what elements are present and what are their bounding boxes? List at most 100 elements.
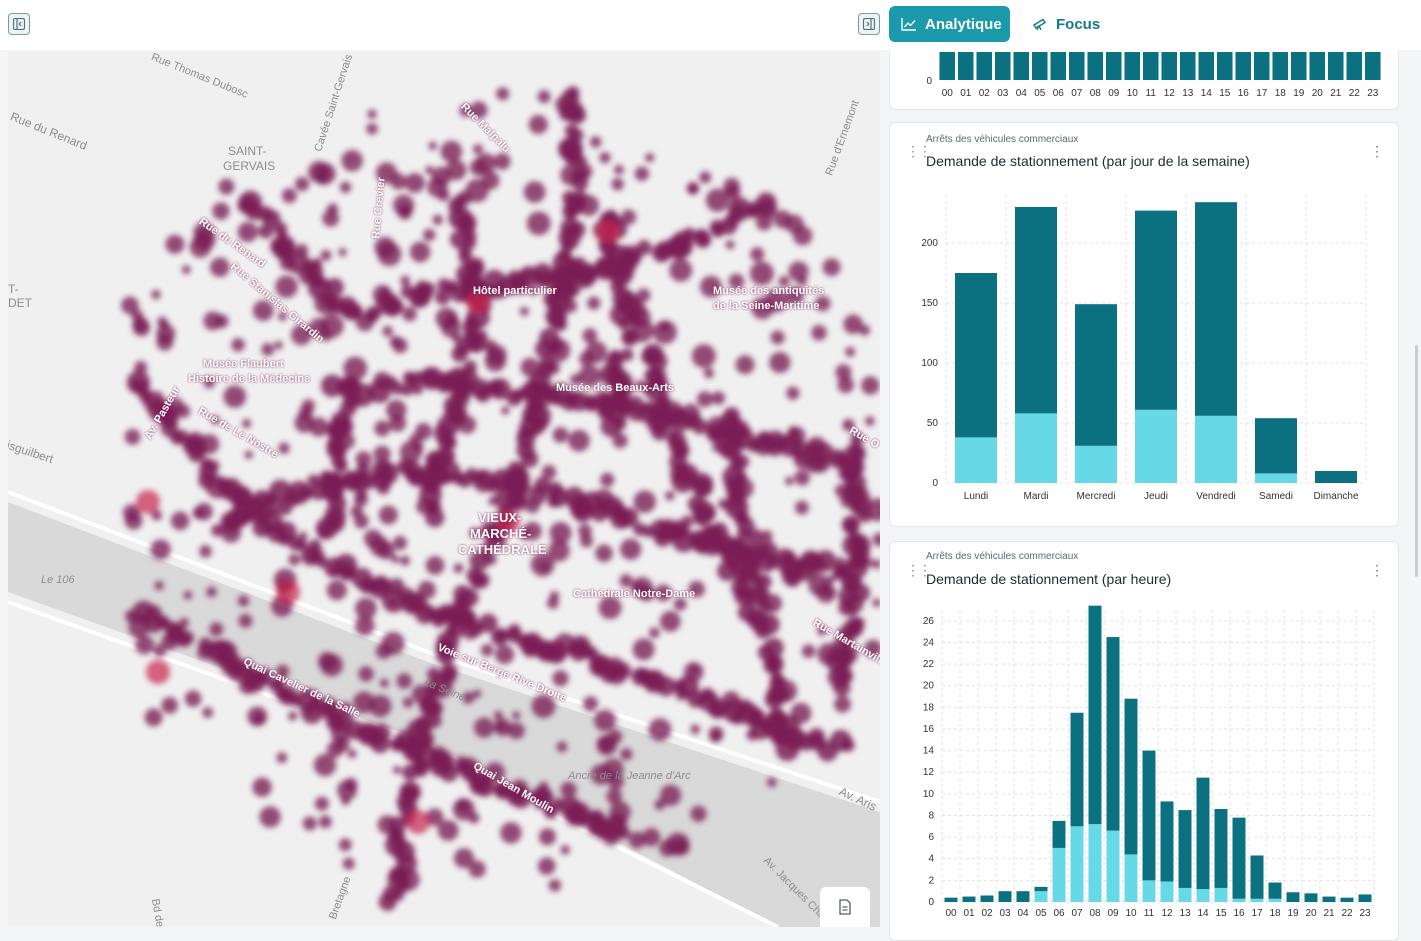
bar-segment-dark[interactable] <box>1304 893 1318 902</box>
bar-segment-dark[interactable] <box>1286 892 1300 902</box>
bar-segment-dark[interactable] <box>1195 202 1237 416</box>
bar-segment-dark[interactable] <box>1250 855 1264 899</box>
bar-segment-dark[interactable] <box>1068 52 1085 80</box>
tab-focus[interactable]: Focus <box>1020 6 1110 42</box>
bar-segment-light[interactable] <box>1034 891 1048 902</box>
bar-segment-light[interactable] <box>1160 881 1174 902</box>
bar-segment-light[interactable] <box>1214 887 1228 902</box>
bar-segment-dark[interactable] <box>1088 605 1102 825</box>
bar-segment-light[interactable] <box>1250 898 1264 902</box>
bar-segment-light[interactable] <box>1052 847 1066 902</box>
heat-spot <box>507 623 522 638</box>
bar-segment-dark[interactable] <box>1034 886 1048 892</box>
heat-spot <box>417 580 436 600</box>
bar-segment-dark[interactable] <box>1358 894 1372 902</box>
bar-segment-dark[interactable] <box>1322 896 1336 902</box>
bar-segment-dark[interactable] <box>955 273 997 438</box>
heat-spot <box>690 724 701 735</box>
bar-segment-dark[interactable] <box>1364 52 1381 80</box>
bar-segment-light[interactable] <box>1124 854 1138 902</box>
bar-segment-light[interactable] <box>1070 826 1084 902</box>
bar-segment-dark[interactable] <box>1016 891 1030 902</box>
bar-segment-dark[interactable] <box>1214 808 1228 888</box>
bar-segment-light[interactable] <box>1232 898 1246 902</box>
heat-spot <box>562 203 579 220</box>
bar-segment-light[interactable] <box>1142 880 1156 902</box>
bar-segment-dark[interactable] <box>1052 820 1066 848</box>
heatmap-map[interactable]: Rue Thomas Dubosc Rue du Renard SAINT- G… <box>8 52 880 927</box>
bar-segment-dark[interactable] <box>1255 418 1297 474</box>
bar-segment-light[interactable] <box>1135 409 1177 483</box>
bar-segment-dark[interactable] <box>1087 52 1104 80</box>
bar-segment-dark[interactable] <box>1232 817 1246 899</box>
bar-segment-dark[interactable] <box>1340 897 1354 902</box>
bar-segment-light[interactable] <box>1178 887 1192 902</box>
heat-spot <box>711 441 724 453</box>
collapse-left-panel-button[interactable] <box>8 13 30 35</box>
more-options-icon[interactable]: ⋮ <box>1370 562 1384 578</box>
bar-segment-light[interactable] <box>1106 830 1120 902</box>
bar-segment-dark[interactable] <box>1272 52 1289 80</box>
heat-spot <box>128 616 150 638</box>
bar-segment-dark[interactable] <box>1105 52 1122 80</box>
drag-handle-icon[interactable]: ⋮⋮ <box>906 143 932 159</box>
bar-segment-dark[interactable] <box>976 52 993 80</box>
bar-segment-dark[interactable] <box>1161 52 1178 80</box>
bar-segment-dark[interactable] <box>939 52 956 80</box>
heat-spot <box>781 566 802 586</box>
bar-segment-light[interactable] <box>1196 889 1210 902</box>
bar-segment-dark[interactable] <box>1124 698 1138 855</box>
scrollbar[interactable] <box>1415 345 1418 577</box>
collapse-right-panel-button[interactable] <box>858 13 880 35</box>
drag-handle-icon[interactable]: ⋮⋮ <box>906 562 932 578</box>
map-report-button[interactable] <box>820 887 870 927</box>
bar-segment-dark[interactable] <box>1253 52 1270 80</box>
bar-segment-dark[interactable] <box>1013 52 1030 80</box>
map-label: Ancre de la Jeanne d'Arc <box>568 770 691 782</box>
bar-segment-dark[interactable] <box>1196 777 1210 890</box>
bar-segment-light[interactable] <box>1075 445 1117 483</box>
bar-segment-dark[interactable] <box>1160 801 1174 882</box>
bar-segment-dark[interactable] <box>1290 52 1307 80</box>
more-options-icon[interactable]: ⋮ <box>1370 143 1384 159</box>
bar-segment-light[interactable] <box>1195 415 1237 483</box>
bar-segment-dark[interactable] <box>1309 52 1326 80</box>
bar-segment-dark[interactable] <box>1235 52 1252 80</box>
bar-segment-dark[interactable] <box>1315 471 1357 483</box>
heat-spot <box>628 250 642 264</box>
heat-spot <box>425 808 444 827</box>
bar-segment-dark[interactable] <box>1198 52 1215 80</box>
bar-segment-dark[interactable] <box>980 895 994 902</box>
bar-segment-dark[interactable] <box>1142 52 1159 80</box>
bar-segment-dark[interactable] <box>1050 52 1067 80</box>
heat-spot <box>864 639 880 658</box>
heat-spot <box>481 171 500 190</box>
bar-segment-dark[interactable] <box>1142 750 1156 881</box>
bar-segment-dark[interactable] <box>1268 882 1282 899</box>
bar-segment-dark[interactable] <box>994 52 1011 80</box>
bar-segment-dark[interactable] <box>1179 52 1196 80</box>
bar-segment-dark[interactable] <box>1075 304 1117 446</box>
bar-segment-dark[interactable] <box>944 897 958 902</box>
heat-spot <box>291 324 312 346</box>
tab-analytique[interactable]: Analytique <box>889 6 1010 42</box>
bar-segment-light[interactable] <box>955 437 997 483</box>
bar-segment-dark[interactable] <box>1216 52 1233 80</box>
bar-segment-dark[interactable] <box>1135 210 1177 410</box>
bar-segment-dark[interactable] <box>1031 52 1048 80</box>
bar-segment-dark[interactable] <box>998 891 1012 902</box>
bar-segment-dark[interactable] <box>1106 637 1120 831</box>
bar-segment-dark[interactable] <box>1346 52 1363 80</box>
bar-segment-dark[interactable] <box>1070 712 1084 827</box>
bar-segment-light[interactable] <box>1088 824 1102 902</box>
bar-segment-dark[interactable] <box>1178 810 1192 888</box>
bar-segment-dark[interactable] <box>1015 207 1057 414</box>
bar-segment-dark[interactable] <box>957 52 974 80</box>
bar-segment-light[interactable] <box>1268 898 1282 902</box>
bar-segment-dark[interactable] <box>1124 52 1141 80</box>
bar-segment-light[interactable] <box>1015 413 1057 483</box>
bar-segment-dark[interactable] <box>962 896 976 902</box>
bar-segment-light[interactable] <box>1255 473 1297 483</box>
heat-spot <box>358 666 374 682</box>
bar-segment-dark[interactable] <box>1327 52 1344 80</box>
